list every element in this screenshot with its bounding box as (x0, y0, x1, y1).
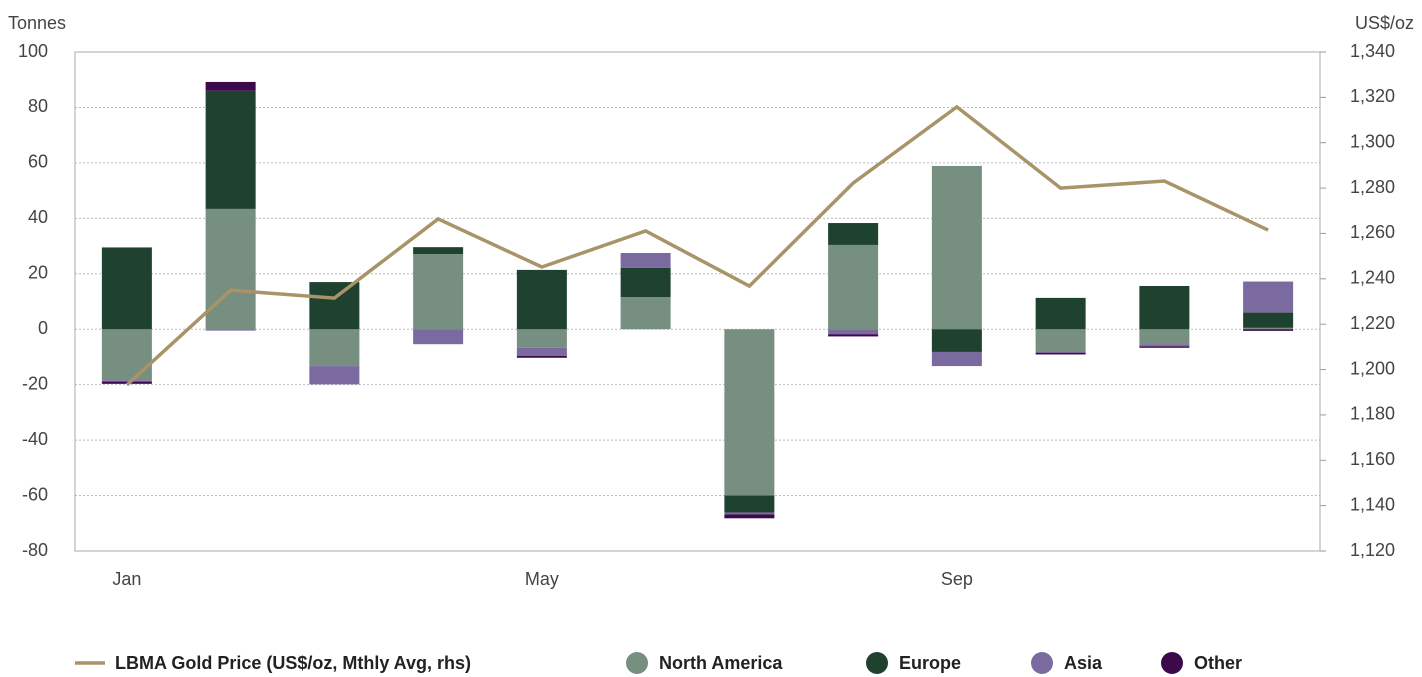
y2-tick-label: 1,140 (1350, 494, 1395, 514)
x-tick-label: Sep (941, 569, 973, 589)
bar-segment (724, 329, 775, 496)
y2-tick-label: 1,300 (1350, 131, 1395, 151)
bar-segment (828, 334, 879, 337)
bar-segment (931, 165, 982, 330)
bar-segment (620, 297, 671, 330)
y-tick-label: -40 (22, 429, 48, 449)
bar-segment (1035, 297, 1086, 330)
y2-tick-label: 1,180 (1350, 404, 1395, 424)
y-tick-label: 20 (28, 263, 48, 283)
bar-segment (1035, 352, 1086, 355)
bar-segment (101, 380, 152, 382)
bar-segment (413, 329, 464, 345)
y2-tick-label: 1,260 (1350, 222, 1395, 242)
bar-segment (205, 81, 256, 91)
bar-segment (1139, 346, 1190, 348)
bar-segment (1035, 351, 1086, 353)
bar-segment (205, 208, 256, 330)
bar-segment (516, 269, 567, 330)
bar-segment (309, 329, 360, 367)
y2-tick-label: 1,240 (1350, 268, 1395, 288)
bar-segment (1243, 329, 1294, 331)
y-axis-label: Tonnes (8, 13, 66, 33)
legend-label: Europe (899, 653, 961, 673)
y2-tick-label: 1,340 (1350, 41, 1395, 61)
bar-segment (828, 223, 879, 245)
y2-tick-label: 1,120 (1350, 540, 1395, 560)
bar-segment (413, 254, 464, 330)
y-tick-label: -20 (22, 373, 48, 393)
y-tick-label: 60 (28, 152, 48, 172)
bar-segment (1139, 329, 1190, 345)
legend-label: Asia (1064, 653, 1103, 673)
bar-segment (828, 244, 879, 330)
y2-tick-label: 1,280 (1350, 177, 1395, 197)
bar-segment (101, 329, 152, 381)
y2-axis-label: US$/oz (1355, 13, 1414, 33)
y-tick-label: 100 (18, 41, 48, 61)
bar-segment (413, 247, 464, 255)
bar-segment (828, 329, 879, 335)
bar-segment (1243, 327, 1294, 330)
y-tick-label: 40 (28, 207, 48, 227)
bar-segment (1139, 285, 1190, 330)
bar-segment (620, 267, 671, 298)
bar-segment (205, 329, 256, 331)
bar-segment (516, 329, 567, 348)
plot-frame (74, 51, 1321, 552)
bar-segment (931, 329, 982, 352)
bar-segment (1035, 329, 1086, 352)
x-tick-label: May (525, 569, 559, 589)
bar-segment (931, 351, 982, 367)
bar-segment (620, 252, 671, 268)
y2-tick-label: 1,220 (1350, 313, 1395, 333)
price-line (125, 104, 1269, 387)
x-tick-label: Jan (112, 569, 141, 589)
legend-swatch (1161, 652, 1183, 674)
legend-label: LBMA Gold Price (US$/oz, Mthly Avg, rhs) (115, 653, 471, 673)
legend-label: Other (1194, 653, 1242, 673)
bar-segment (724, 512, 775, 515)
bar-segment (516, 355, 567, 358)
bar-segment (309, 366, 360, 385)
y2-tick-label: 1,200 (1350, 358, 1395, 378)
y2-tick-label: 1,160 (1350, 449, 1395, 469)
y-tick-label: -60 (22, 484, 48, 504)
y-tick-label: 0 (38, 318, 48, 338)
y-tick-label: 80 (28, 96, 48, 116)
legend-swatch (866, 652, 888, 674)
y2-tick-label: 1,320 (1350, 86, 1395, 106)
bar-segment (1243, 312, 1294, 328)
bar-segment (724, 495, 775, 513)
bar-segment (1243, 281, 1294, 313)
bar-segment (101, 247, 152, 330)
legend-swatch (1031, 652, 1053, 674)
legend-swatch (626, 652, 648, 674)
bar-segment (516, 347, 567, 356)
bar-segment (205, 90, 256, 209)
bar-segment (1139, 344, 1190, 347)
legend-label: North America (659, 653, 783, 673)
bar-segment (724, 514, 775, 519)
y-tick-label: -80 (22, 540, 48, 560)
bar-segment (309, 282, 360, 330)
